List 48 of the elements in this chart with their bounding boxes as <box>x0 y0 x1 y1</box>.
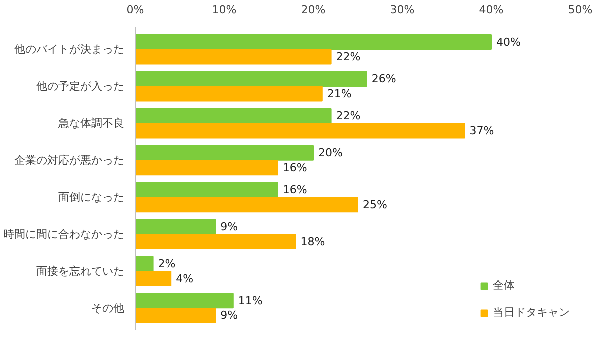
legend-label: 全体 <box>493 278 515 293</box>
legend-label: 当日ドタキャン <box>493 305 570 320</box>
data-label: 11% <box>238 294 263 308</box>
bar <box>136 108 332 124</box>
data-label: 26% <box>372 72 396 86</box>
data-label: 4% <box>176 272 194 286</box>
bar <box>136 86 323 102</box>
x-tick-label: 40% <box>479 4 504 16</box>
x-tick-label: 50% <box>568 4 593 16</box>
data-label: 22% <box>336 110 361 123</box>
y-tick-label: 面倒になった <box>58 190 124 204</box>
x-tick-label: 20% <box>301 4 326 16</box>
data-label: 9% <box>220 309 238 322</box>
y-tick-label: 面接を忘れていた <box>36 264 124 278</box>
data-label: 16% <box>282 161 308 174</box>
x-tick-label: 0% <box>126 4 144 16</box>
data-label: 9% <box>220 220 238 234</box>
bar <box>136 71 368 87</box>
x-tick-label: 10% <box>212 4 237 16</box>
y-tick-label: 急な体調不良 <box>58 117 124 130</box>
bar <box>136 234 296 250</box>
bar <box>136 271 172 287</box>
data-label: 22% <box>336 50 361 64</box>
bar <box>136 293 234 309</box>
bar <box>136 145 314 161</box>
bar <box>136 308 216 324</box>
data-label: 25% <box>363 198 388 212</box>
x-tick-label: 30% <box>390 4 415 16</box>
bar <box>136 256 154 272</box>
bar <box>136 197 358 213</box>
bar <box>136 123 466 139</box>
y-tick-label: 他の予定が入った <box>36 80 124 94</box>
data-label: 18% <box>300 235 326 248</box>
data-label: 40% <box>496 36 521 49</box>
bar <box>136 182 278 198</box>
bar <box>136 49 332 65</box>
data-label: 20% <box>318 146 343 160</box>
y-tick-label: 企業の対応が悪かった <box>14 154 124 168</box>
bar <box>136 219 216 235</box>
y-tick-label: 他のバイトが決まった <box>14 43 124 56</box>
data-label: 2% <box>158 257 176 270</box>
bar <box>136 160 278 176</box>
data-label: 16% <box>282 184 308 197</box>
y-tick-label: 時間に間に合わなかった <box>4 228 124 241</box>
bar <box>136 34 492 50</box>
data-label: 37% <box>470 124 494 138</box>
data-label: 21% <box>327 88 352 101</box>
y-tick-label: その他 <box>92 302 124 315</box>
